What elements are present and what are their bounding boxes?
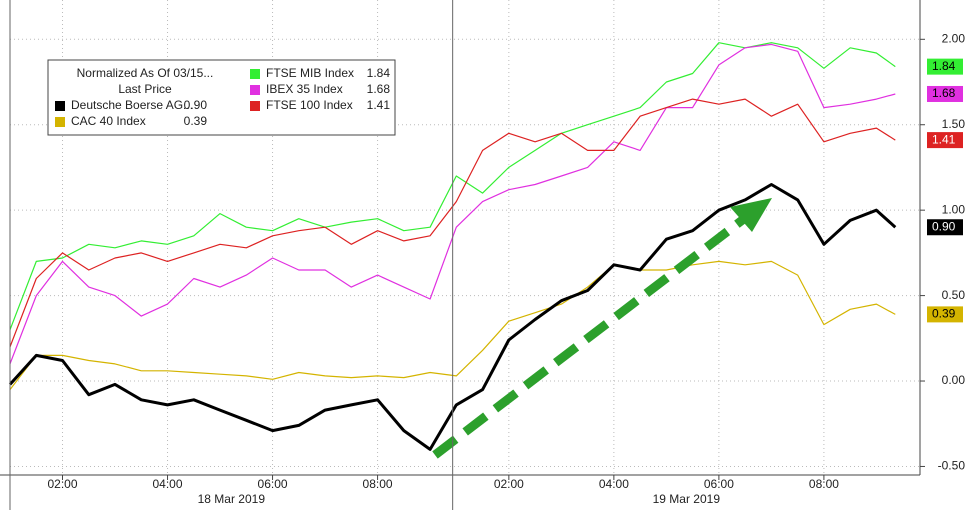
legend-value: 1.84 — [367, 66, 391, 80]
legend-label: FTSE MIB Index — [266, 66, 354, 80]
series-line — [9, 98, 896, 348]
y-tick-label: 0.00 — [942, 373, 966, 387]
series-line — [8, 183, 897, 451]
last-price-tag — [927, 85, 963, 102]
legend: Normalized As Of 03/15... Last Price Deu… — [47, 59, 396, 136]
legend-swatch — [55, 117, 65, 127]
x-tick-label: 06:00 — [704, 477, 734, 491]
last-price-label: 1.68 — [932, 86, 956, 100]
trend-arrow-head — [730, 198, 772, 232]
series-line — [9, 43, 896, 365]
x-tick-label: 02:00 — [47, 477, 77, 491]
last-price-label: 1.41 — [932, 132, 956, 146]
legend-value: 0.39 — [184, 114, 208, 128]
legend-value: 1.41 — [367, 98, 391, 112]
last-price-tag — [927, 132, 963, 149]
legend-swatch — [250, 85, 260, 95]
x-tick-label: 04:00 — [599, 477, 629, 491]
legend-box — [47, 59, 396, 136]
last-price-tag — [927, 306, 963, 323]
y-tick-label: 0.50 — [942, 288, 966, 302]
day-label: 18 Mar 2019 — [198, 492, 266, 506]
last-price-label: 0.90 — [932, 219, 956, 233]
legend-title: Normalized As Of 03/15... — [77, 66, 214, 80]
legend-value: 0.90 — [184, 98, 208, 112]
trend-arrow — [432, 214, 748, 459]
legend-swatch — [55, 101, 65, 111]
lines — [8, 42, 897, 451]
x-tick-label: 08:00 — [809, 477, 839, 491]
y-tick-label: 1.00 — [942, 202, 966, 216]
series-line — [9, 260, 896, 390]
x-tick-label: 04:00 — [153, 477, 183, 491]
x-tick-label: 08:00 — [363, 477, 393, 491]
legend-label: CAC 40 Index — [71, 114, 146, 128]
y-tick-label: -0.50 — [938, 459, 966, 473]
legend-value: 1.68 — [367, 82, 391, 96]
last-price-tag — [927, 219, 963, 236]
y-tick-label: 2.00 — [942, 31, 966, 45]
legend-label: Deutsche Boerse AG... — [71, 98, 193, 112]
last-price-label: 1.84 — [932, 59, 956, 73]
last-price-tag — [927, 58, 963, 75]
x-tick-label: 02:00 — [494, 477, 524, 491]
legend-label: FTSE 100 Index — [266, 98, 353, 112]
last-price-label: 0.39 — [932, 307, 956, 321]
y-tick-label: 1.50 — [942, 117, 966, 131]
legend-swatch — [250, 69, 260, 79]
legend-swatch — [250, 101, 260, 111]
day-label: 19 Mar 2019 — [653, 492, 721, 506]
x-tick-label: 06:00 — [258, 477, 288, 491]
legend-subtitle: Last Price — [118, 82, 172, 96]
legend-label: IBEX 35 Index — [266, 82, 343, 96]
